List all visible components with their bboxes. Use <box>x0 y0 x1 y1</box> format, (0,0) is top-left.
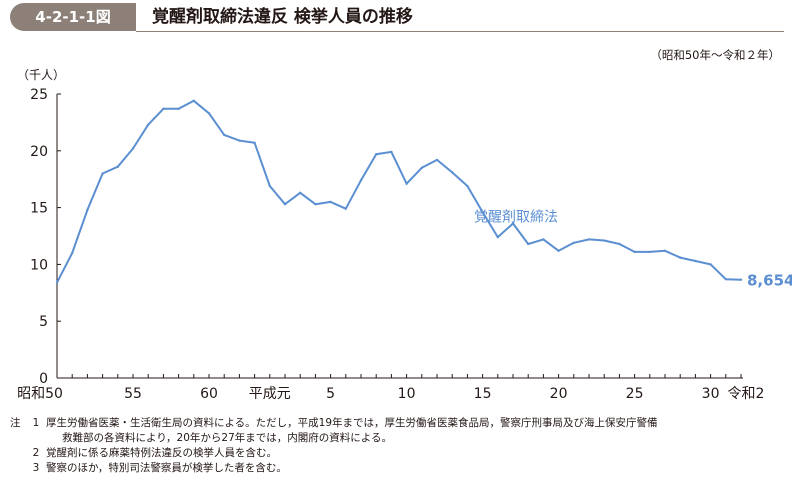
end-value-label: 8,654 <box>747 272 792 290</box>
note-prefix: 注 <box>10 417 21 429</box>
data-point <box>253 141 256 145</box>
data-point <box>405 182 408 185</box>
data-point <box>116 165 120 168</box>
data-point <box>162 107 165 110</box>
data-point <box>466 184 469 188</box>
data-point <box>86 208 89 212</box>
data-point <box>603 239 606 242</box>
y-tick-label: 15 <box>30 201 48 217</box>
data-point <box>359 179 363 182</box>
data-point <box>542 238 545 241</box>
data-point <box>709 263 712 266</box>
note-number: 2 <box>32 447 40 459</box>
x-tick-label: 昭和50 <box>17 386 63 402</box>
x-tick-label: 20 <box>550 386 568 402</box>
data-point <box>71 251 74 255</box>
data-point <box>283 202 287 206</box>
note-number: 1 <box>32 417 40 429</box>
data-point <box>633 250 636 254</box>
data-point <box>238 139 241 142</box>
data-point <box>299 191 302 195</box>
note-3: 3 警察のほか，特別司法警察員が検挙した者を含む。 <box>10 461 790 476</box>
x-tick-label: 25 <box>626 386 644 402</box>
x-tick-label: 60 <box>200 386 218 402</box>
data-point <box>679 256 682 259</box>
note-1-continued: 救難部の各資料により，20年から27年までは，内閣府の資料による。 <box>62 432 392 444</box>
data-point <box>55 281 59 284</box>
data-point <box>511 222 515 225</box>
data-point <box>739 278 743 281</box>
data-point <box>618 242 621 246</box>
data-point <box>557 249 560 252</box>
data-point <box>314 202 317 206</box>
data-point <box>192 99 195 103</box>
series-line <box>56 99 742 284</box>
y-tick-label: 10 <box>30 257 48 273</box>
series-name-label: 覚醒剤取締法 <box>474 209 558 226</box>
data-point <box>268 184 271 188</box>
data-point <box>527 242 530 246</box>
x-tick-label: 平成元 <box>249 386 291 402</box>
data-point <box>648 250 651 254</box>
data-point <box>177 107 180 110</box>
data-point <box>375 153 378 156</box>
data-point <box>663 249 667 252</box>
figure-header: 4-2-1-1図 覚醒剤取締法違反 検挙人員の推移 <box>0 0 792 34</box>
note-1: 注 1 厚生労働省医薬・生活衛生局の資料による。ただし，平成19年までは，厚生労… <box>10 416 790 431</box>
x-tick-label: 15 <box>474 386 492 402</box>
note-2: 2 覚醒剤に係る麻薬特例法違反の検挙人員を含む。 <box>10 446 790 461</box>
data-point <box>101 172 104 175</box>
x-tick-label: 5 <box>326 386 335 402</box>
period-note: （昭和50年～令和２年） <box>650 48 780 62</box>
figure-label: 4-2-1-1図 <box>10 3 136 31</box>
note-text: 警察のほか，特別司法警察員が検挙した者を含む。 <box>46 462 287 474</box>
header-rule <box>136 31 784 32</box>
figure-title: 覚醒剤取締法違反 検挙人員の推移 <box>152 7 413 27</box>
data-point <box>694 259 697 263</box>
x-tick-label: 55 <box>124 386 142 402</box>
data-point <box>496 235 499 239</box>
data-point <box>131 147 135 150</box>
data-point <box>420 166 423 170</box>
data-point <box>207 112 211 115</box>
data-point <box>572 241 575 245</box>
data-point <box>223 133 226 137</box>
data-point <box>481 210 484 214</box>
x-tick-label: 10 <box>398 386 416 402</box>
line-chart: 0 5 10 15 20 25 昭和50 55 60 平成元 5 10 15 20 25 30 令和2 覚醒剤取締… <box>17 87 792 402</box>
note-text: 覚醒剤に係る麻薬特例法違反の検挙人員を含む。 <box>46 447 277 459</box>
note-number: 3 <box>32 462 40 474</box>
data-point <box>451 171 454 174</box>
data-point <box>344 207 347 210</box>
data-point <box>390 150 393 154</box>
data-point <box>329 200 332 204</box>
y-tick-label: 20 <box>30 144 48 160</box>
notes: 注 1 厚生労働省医薬・生活衛生局の資料による。ただし，平成19年までは，厚生労… <box>10 416 790 476</box>
y-tick-label: 25 <box>30 87 48 103</box>
x-tick-label: 令和2 <box>728 386 765 402</box>
y-tick-label: 5 <box>39 314 48 330</box>
data-point <box>435 158 439 162</box>
y-axis-unit-label: （千人） <box>17 68 66 82</box>
data-point <box>724 277 727 281</box>
data-point <box>587 238 591 241</box>
y-tick-label: 0 <box>39 371 48 387</box>
data-point <box>147 123 150 126</box>
note-text: 厚生労働省医薬・生活衛生局の資料による。ただし，平成19年までは，厚生労働省医薬… <box>46 417 658 429</box>
x-tick-label: 30 <box>702 386 720 402</box>
